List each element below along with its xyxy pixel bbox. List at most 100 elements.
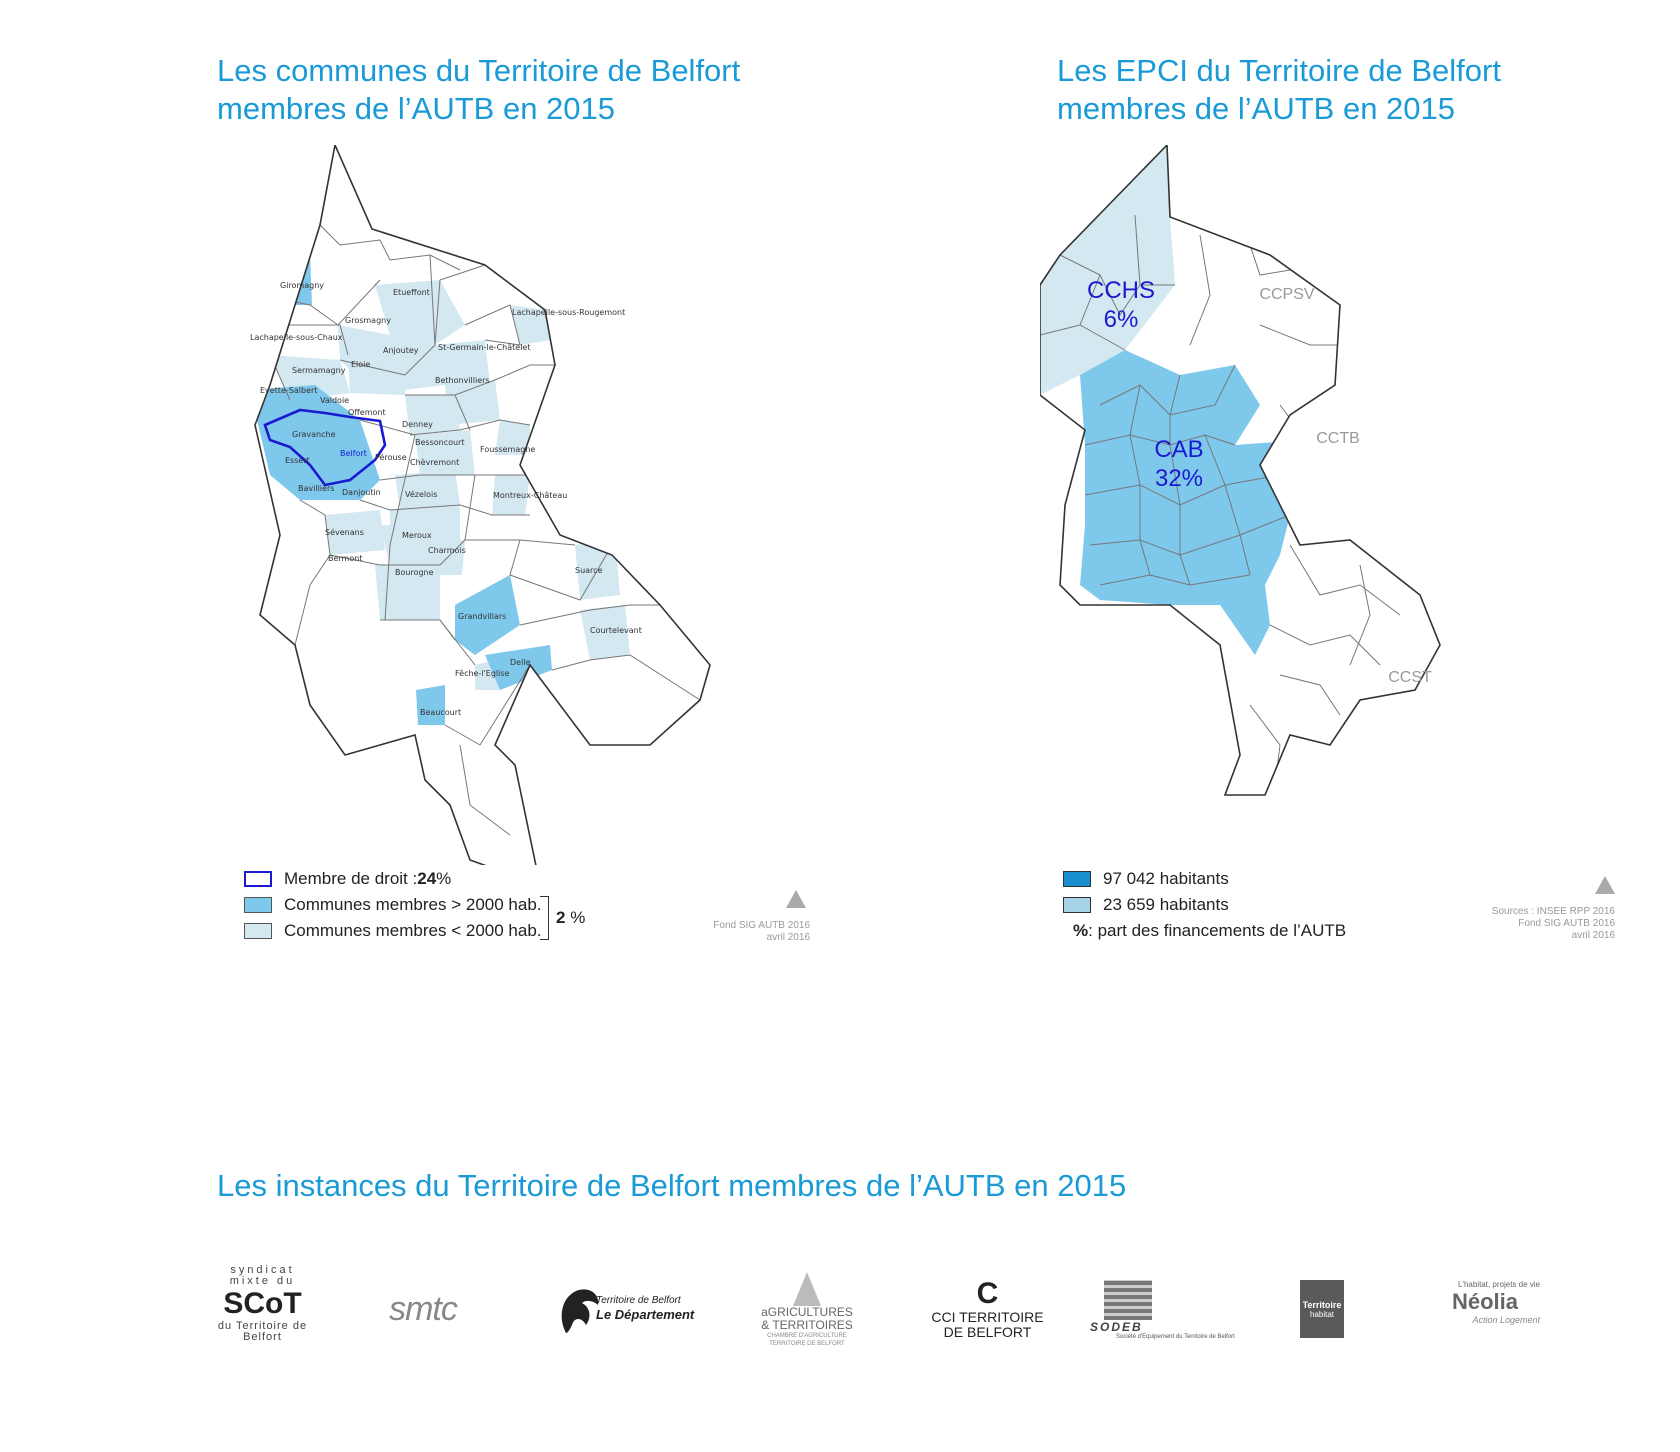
label-bermont: Bermont (328, 554, 362, 563)
th-line1: Territoire (1302, 1300, 1342, 1310)
label-vezelois: Vézelois (405, 489, 437, 499)
label-lachapelle-sc: Lachapelle-sous-Chaux (250, 333, 343, 342)
legend-row-small: Communes membres < 2000 hab. (244, 918, 542, 944)
agri-line3: CHAMBRE D'AGRICULTURE (767, 1333, 847, 1339)
epci-cab (1080, 350, 1305, 655)
communes-map: Giromagny Etueffont Lachapelle-sous-Roug… (250, 145, 711, 865)
legend-pct-label: : part des financements de l’AUTB (1088, 921, 1347, 940)
epci-map: CCHS 6% CAB 32% CCPSV CCTB CCST (1040, 145, 1441, 796)
scot-main: SCoT (223, 1287, 302, 1320)
departement-logo: Territoire de Belfort Le Département (556, 1283, 696, 1343)
label-bessoncourt: Bessoncourt (415, 438, 465, 447)
label-lachapelle-sr: Lachapelle-sous-Rougemont (512, 308, 625, 317)
legend-row-droit: Membre de droit : 24 % (244, 866, 542, 892)
label-perouse: Pérouse (375, 452, 407, 462)
commune-courtelevant (580, 605, 630, 660)
commune-st-germain (435, 340, 490, 385)
legend-droit-label: Membre de droit : (284, 869, 418, 888)
right-source-line2: Fond SIG AUTB 2016 (1518, 918, 1615, 929)
cci-icon: C (976, 1277, 999, 1310)
label-valdoie: Valdoie (320, 396, 349, 405)
label-bourogne: Bourogne (395, 568, 434, 577)
sodeb-name: SODEB (1090, 1320, 1143, 1334)
commune-bourogne (375, 565, 440, 620)
commune-bethonvilliers (445, 380, 500, 425)
legend-members-unit: % (565, 908, 586, 927)
legend-swatch-large (244, 897, 272, 913)
neolia-top: L'habitat, projets de vie (1457, 1280, 1540, 1289)
label-eloie: Eloie (351, 360, 370, 369)
label-giromagny: Giromagny (280, 281, 324, 290)
commune-montreux (492, 475, 530, 515)
legend-swatch-droit (244, 871, 272, 887)
communes-legend: Membre de droit : 24 % Communes membres … (244, 866, 585, 944)
membre-de-droit-outline (263, 408, 387, 487)
legend-swatch-cab (1063, 871, 1091, 887)
cab-share: 32% (1155, 465, 1203, 492)
commune-belfort-area (255, 385, 380, 500)
right-title-line2: membres de l’AUTB en 2015 (1057, 91, 1456, 126)
legend-members-value: 2 (556, 908, 566, 927)
agri-line1: aGRICULTURES (761, 1305, 853, 1319)
left-source-line2: avril 2016 (766, 932, 810, 943)
legend-large-label: Communes membres > 2000 hab. (284, 895, 542, 914)
instances-title: Les instances du Territoire de Belfort m… (217, 1168, 1127, 1203)
legend-row-cab: 97 042 habitants (1063, 866, 1346, 892)
right-source-line1: Sources : INSEE RPP 2016 (1491, 906, 1615, 917)
right-source-line3: avril 2016 (1571, 930, 1615, 941)
label-anjoutey: Anjoutey (383, 346, 419, 355)
epci-legend: 97 042 habitants 23 659 habitants % : pa… (1063, 866, 1346, 944)
label-st-germain: St-Germain-le-Châtelet (438, 343, 530, 352)
territoire-habitat-logo: Territoire habitat (1300, 1280, 1344, 1338)
agri-line2: & TERRITOIRES (761, 1318, 853, 1332)
right-source: Sources : INSEE RPP 2016 Fond SIG AUTB 2… (1460, 906, 1615, 942)
label-suarce: Suarce (575, 566, 603, 575)
ccpsv-label: CCPSV (1259, 286, 1314, 303)
label-essert: Essert (285, 456, 310, 465)
legend-row-pct: % : part des financements de l’AUTB (1063, 918, 1346, 944)
label-sevenans: Sévenans (325, 527, 364, 537)
label-sermamagny: Sermamagny (292, 366, 346, 375)
cchs-name: CCHS (1087, 277, 1155, 304)
commune-lachapelle-sr (510, 305, 550, 345)
legend-members-pct: 2 % (556, 908, 585, 928)
label-bethonvilliers: Bethonvilliers (435, 376, 490, 385)
label-courtelevant: Courtelevant (590, 626, 642, 635)
label-delle: Delle (510, 658, 531, 667)
commune-etueffont (375, 280, 465, 345)
commune-chevremont (395, 470, 460, 510)
cci-line2: DE BELFORT (943, 1324, 1032, 1340)
left-title-line1: Les communes du Territoire de Belfort (217, 53, 741, 88)
label-bavilliers: Bavilliers (298, 484, 334, 493)
neolia-logo: L'habitat, projets de vie Néolia Action … (1430, 1280, 1540, 1325)
left-north-arrow (786, 890, 806, 908)
commune-sevenans (325, 510, 385, 555)
left-title-line2: membres de l’AUTB en 2015 (217, 91, 616, 126)
label-charmois: Charmois (428, 546, 466, 555)
left-source: Fond SIG AUTB 2016 avril 2016 (700, 920, 810, 944)
legend-swatch-cchs (1063, 897, 1091, 913)
neolia-name: Néolia (1451, 1289, 1519, 1314)
dept-line2: Le Département (596, 1307, 695, 1322)
commune-grandvillars (455, 575, 520, 655)
cchs-share: 6% (1104, 306, 1139, 333)
sodeb-icon (1104, 1280, 1152, 1320)
commune-giromagny (270, 255, 312, 305)
right-map-title: Les EPCI du Territoire de Belfort membre… (1057, 52, 1501, 128)
agriculture-logo: aGRICULTURES & TERRITOIRES CHAMBRE D'AGR… (752, 1272, 862, 1348)
dept-line1: Territoire de Belfort (596, 1295, 681, 1306)
agri-icon (793, 1272, 821, 1306)
cctb-label: CCTB (1316, 430, 1360, 447)
label-evette: Evette-Salbert (260, 386, 317, 395)
ccst-label: CCST (1388, 669, 1432, 686)
legend-pct-symbol: % (1073, 921, 1089, 940)
commune-meroux (380, 525, 435, 565)
commune-delle (485, 645, 552, 690)
commune-beaucourt (416, 685, 445, 725)
smtc-logo: smtc (389, 1290, 458, 1328)
legend-small-label: Communes membres < 2000 hab. (284, 921, 542, 940)
label-danjoutin: Danjoutin (342, 488, 381, 497)
legend-swatch-small (244, 923, 272, 939)
legend-droit-value: 24 (417, 869, 437, 888)
cci-logo: C CCI TERRITOIRE DE BELFORT (925, 1278, 1050, 1340)
